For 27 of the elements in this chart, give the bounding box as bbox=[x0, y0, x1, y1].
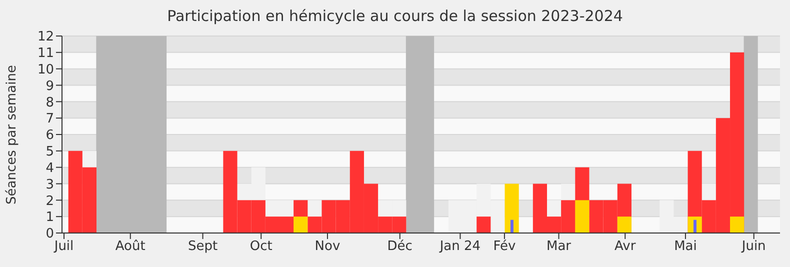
x-tick-label: Avr bbox=[614, 239, 636, 254]
x-tick-label: Août bbox=[115, 239, 146, 254]
x-tick-label: Oct bbox=[250, 239, 272, 254]
y-tick-label: 6 bbox=[46, 128, 54, 144]
y-tick-label: 9 bbox=[46, 78, 54, 94]
x-tick-label: Fév bbox=[493, 239, 516, 254]
x-tick-label: Mar bbox=[546, 239, 572, 254]
x-tick-label: Juin bbox=[740, 239, 766, 254]
chart-title: Participation en hémicycle au cours de la session 2023-2024 bbox=[166, 7, 624, 25]
y-tick-label: 11 bbox=[37, 46, 54, 62]
y-tick-label: 8 bbox=[46, 95, 54, 110]
y-tick-label: 12 bbox=[37, 30, 54, 45]
y-tick-label: 7 bbox=[46, 112, 54, 127]
y-tick-label: 10 bbox=[37, 62, 54, 78]
x-tick-label: Déc bbox=[387, 239, 412, 254]
y-tick-label: 3 bbox=[46, 177, 54, 192]
x-tick-label: Nov bbox=[314, 239, 340, 254]
y-tick-label: 5 bbox=[46, 144, 54, 160]
y-axis-title: Séances par semaine bbox=[4, 65, 20, 204]
y-tick-label: 2 bbox=[46, 194, 54, 209]
x-tick-label: Juil bbox=[53, 239, 74, 254]
y-tick-label: 1 bbox=[46, 210, 54, 226]
y-tick-label: 4 bbox=[46, 160, 54, 176]
x-tick-label: Sept bbox=[188, 239, 218, 254]
y-tick-label: 0 bbox=[46, 226, 54, 242]
x-tick-label: Mai bbox=[674, 239, 697, 254]
x-tick-label: Jan 24 bbox=[438, 239, 481, 254]
